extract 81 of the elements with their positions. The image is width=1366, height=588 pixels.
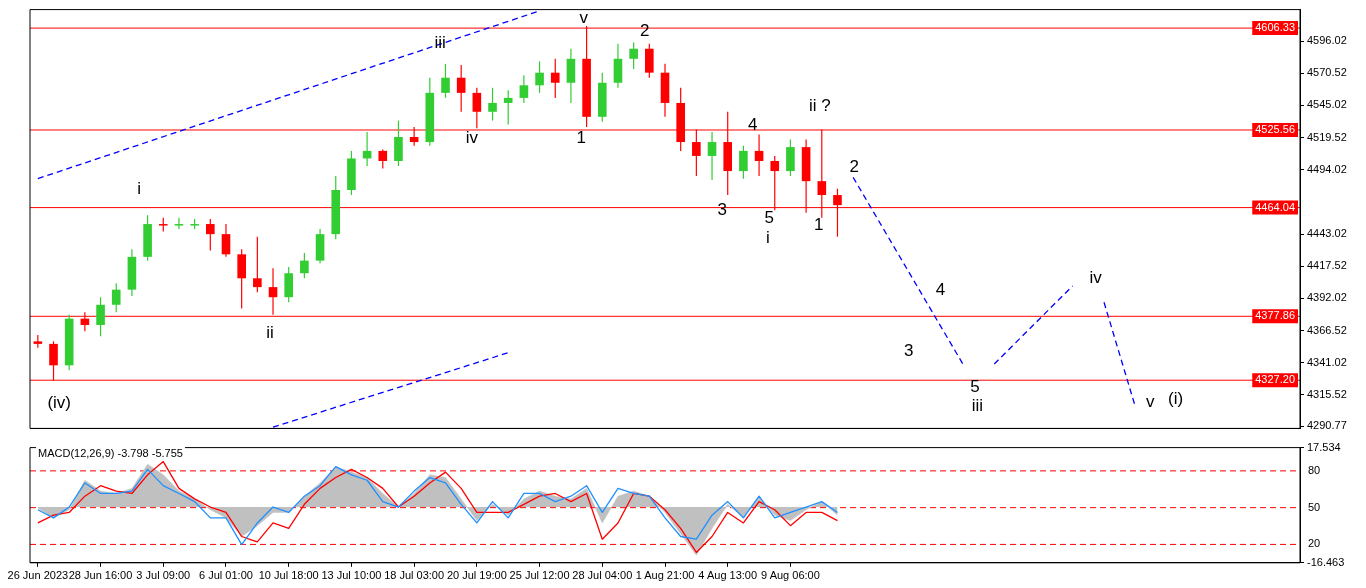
annotation: 4 <box>935 279 946 299</box>
annotation: i <box>765 228 770 248</box>
candlestick <box>629 41 638 70</box>
y-tick-label: 4315.52 <box>1307 387 1347 400</box>
candlestick <box>394 120 403 167</box>
annotation: 5 <box>970 377 980 397</box>
candlestick <box>613 43 623 89</box>
candlestick <box>284 266 294 303</box>
candlestick <box>519 74 529 104</box>
y-tick-label: 4570.52 <box>1307 66 1347 79</box>
candlestick <box>253 236 262 293</box>
candlestick <box>535 60 544 94</box>
ref-line-label: 4327.20 <box>1255 373 1295 386</box>
candlestick <box>237 248 246 310</box>
y-tick-label: -16.463 <box>1307 555 1345 568</box>
annotation: v <box>579 7 589 27</box>
candlestick <box>550 58 560 99</box>
candlestick <box>456 64 466 113</box>
annotation: v <box>1145 391 1155 411</box>
annotation: iv <box>465 127 479 147</box>
annotation: 3 <box>904 341 914 361</box>
x-tick-label: 4 Aug 13:00 <box>698 569 758 582</box>
annotation: 4 <box>747 115 758 135</box>
candlestick <box>300 252 309 279</box>
x-tick-label: 28 Jun 16:00 <box>68 569 133 582</box>
candlestick <box>378 149 388 170</box>
y-tick-label: 4366.52 <box>1307 323 1347 336</box>
x-tick-label: 18 Jul 03:00 <box>384 569 445 582</box>
ref-line-label: 4464.04 <box>1255 200 1295 213</box>
x-tick-label: 26 Jun 2023 <box>7 569 69 582</box>
candlestick <box>174 217 184 230</box>
annotation: 5 <box>764 207 774 227</box>
candlestick <box>96 296 105 337</box>
candlestick <box>488 87 497 122</box>
candlestick <box>221 223 231 258</box>
x-tick-label: 10 Jul 18:00 <box>258 569 319 582</box>
annotation: iii <box>971 395 984 415</box>
annotation: ii <box>266 322 274 342</box>
ref-line-label: 20 <box>1308 537 1321 550</box>
y-tick-label: 4341.02 <box>1307 355 1347 368</box>
candlestick <box>503 89 513 125</box>
ref-line-label: 4525.56 <box>1255 123 1295 136</box>
candlestick <box>707 131 717 181</box>
ref-line-label: 4377.86 <box>1255 309 1295 322</box>
annotation: ii ? <box>809 95 831 115</box>
y-tick-label: 4392.02 <box>1307 291 1347 304</box>
y-tick-label: 4417.52 <box>1307 259 1347 272</box>
annotation: 1 <box>576 127 586 147</box>
x-tick-label: 1 Aug 21:00 <box>635 569 695 582</box>
candlestick <box>566 48 576 104</box>
annotation: i <box>137 179 142 199</box>
x-tick-label: 6 Jul 01:00 <box>199 569 253 582</box>
y-tick-label: 4519.52 <box>1307 130 1347 143</box>
y-tick-label: 4443.02 <box>1307 227 1347 240</box>
candlestick <box>206 218 215 252</box>
annotation: 2 <box>849 157 859 177</box>
y-tick-label: 4290.77 <box>1307 419 1347 432</box>
y-tick-label: 17.534 <box>1307 440 1341 453</box>
x-tick-label: 9 Aug 06:00 <box>761 569 820 582</box>
chart-title: MACD(12,26,9) -3.798 -5.755 <box>36 447 185 459</box>
candlestick <box>754 133 764 177</box>
y-tick-label: 4596.02 <box>1307 34 1347 47</box>
x-tick-label: 28 Jul 04:00 <box>572 569 633 582</box>
candlestick <box>645 43 654 79</box>
annotation: (i) <box>1167 388 1184 408</box>
ref-line-label: 80 <box>1308 463 1321 476</box>
ref-line-label: 50 <box>1308 500 1321 513</box>
candlestick <box>786 138 795 177</box>
x-tick-label: 20 Jul 19:00 <box>446 569 507 582</box>
y-tick-label: 4494.02 <box>1307 162 1347 175</box>
candlestick <box>739 145 748 180</box>
annotation: 1 <box>813 214 824 234</box>
annotation: (iv) <box>47 392 72 412</box>
ref-line-label: 4606.33 <box>1255 21 1295 34</box>
annotation: iv <box>1089 268 1103 288</box>
y-tick-label: 4545.02 <box>1307 98 1347 111</box>
x-tick-label: 13 Jul 10:00 <box>321 569 382 582</box>
candlestick <box>441 63 450 99</box>
candlestick <box>111 282 121 313</box>
x-tick-label: 25 Jul 12:00 <box>509 569 570 582</box>
x-tick-label: 3 Jul 09:00 <box>136 569 191 582</box>
